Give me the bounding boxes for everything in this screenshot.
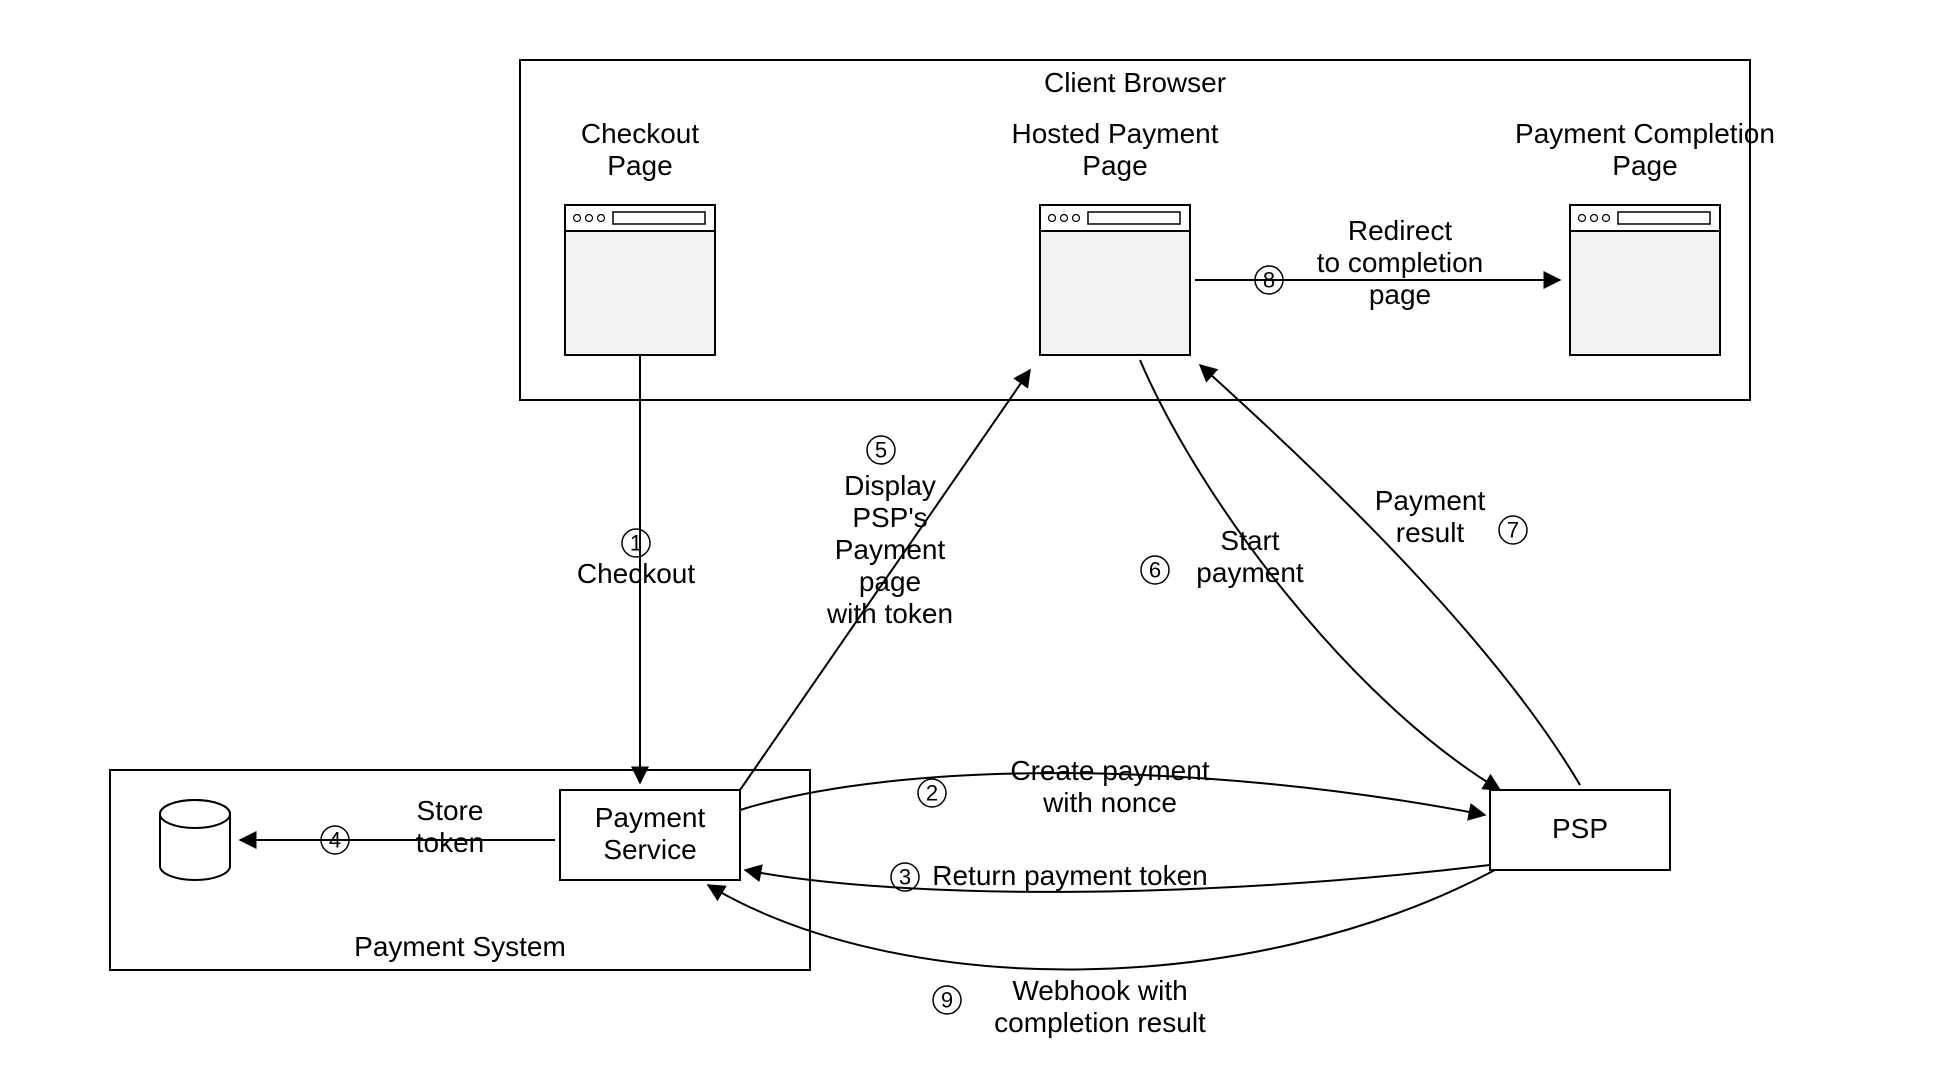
edge-label-e9-1: completion result [994,1007,1206,1038]
group-payment-system-label: Payment System [354,931,566,962]
node-hosted-payment-page [1040,205,1190,355]
group-client-browser-label: Client Browser [1044,67,1226,98]
edge-label-e9-0: Webhook with [1012,975,1187,1006]
edge-label-e8-0: Redirect [1348,215,1452,246]
payment-flow-diagram: Client BrowserPayment SystemCheckoutPage… [0,0,1936,1088]
svg-text:Page: Page [607,150,672,181]
svg-text:Service: Service [603,834,696,865]
svg-text:Payment Completion: Payment Completion [1515,118,1775,149]
edge-label-e5-3: page [859,566,921,597]
step-num-6: 6 [1149,558,1161,583]
svg-text:Page: Page [1612,150,1677,181]
edge-label-e3-0: Return payment token [932,860,1208,891]
svg-text:Payment: Payment [595,802,706,833]
svg-text:Checkout: Checkout [581,118,700,149]
step-num-8: 8 [1263,268,1275,293]
node-db [160,800,230,880]
node-checkout-page [565,205,715,355]
edge-e6 [1140,360,1500,790]
edge-label-e2-1: with nonce [1042,787,1177,818]
svg-text:Hosted Payment: Hosted Payment [1012,118,1219,149]
step-num-1: 1 [630,531,642,556]
edge-label-e6-1: payment [1196,557,1304,588]
svg-text:Page: Page [1082,150,1147,181]
edge-label-e5-0: Display [844,470,936,501]
edge-label-e8-1: to completion [1317,247,1484,278]
edge-label-e5-1: PSP's [852,502,927,533]
edge-label-e4-1: token [416,827,485,858]
edge-label-e7-1: result [1396,517,1465,548]
edge-label-e5-4: with token [826,598,953,629]
step-num-5: 5 [875,438,887,463]
edge-label-e1-0: Checkout [577,558,696,589]
step-num-3: 3 [899,865,911,890]
edge-label-e6-0: Start [1220,525,1279,556]
edge-label-e7-0: Payment [1375,485,1486,516]
step-num-2: 2 [926,781,938,806]
node-completion-page [1570,205,1720,355]
step-num-9: 9 [941,988,953,1013]
svg-text:PSP: PSP [1552,813,1608,844]
edge-label-e5-2: Payment [835,534,946,565]
edge-label-e8-2: page [1369,279,1431,310]
step-num-4: 4 [329,828,341,853]
step-num-7: 7 [1507,518,1519,543]
edge-label-e2-0: Create payment [1010,755,1209,786]
edge-label-e4-0: Store [417,795,484,826]
